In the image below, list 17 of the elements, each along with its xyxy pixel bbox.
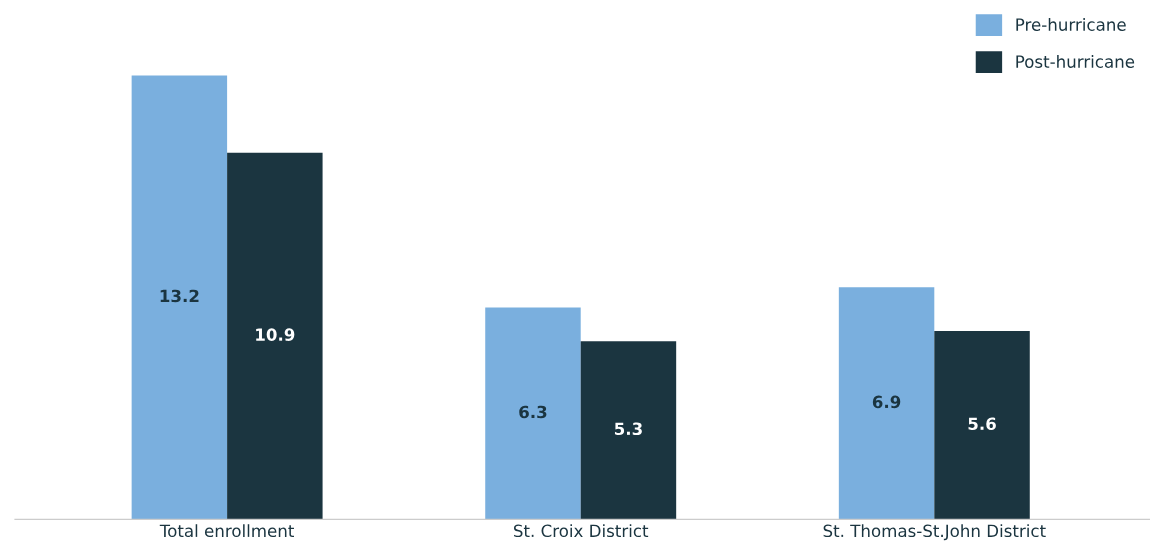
data-label: 13.2 bbox=[160, 289, 199, 303]
bar bbox=[227, 152, 323, 520]
bar bbox=[934, 331, 1030, 520]
bar bbox=[485, 307, 581, 520]
bar bbox=[580, 341, 677, 520]
data-label: 6.9 bbox=[872, 395, 901, 409]
legend-label: Pre-hurricane bbox=[1016, 18, 1126, 31]
data-label: 10.9 bbox=[256, 328, 295, 341]
data-label: 5.3 bbox=[614, 422, 642, 436]
x-tick-label: Total enrollment bbox=[159, 524, 294, 538]
x-tick-label: St. Croix District bbox=[513, 524, 649, 538]
x-tick-label: St. Thomas-St.John District bbox=[823, 524, 1046, 541]
bar bbox=[838, 287, 935, 520]
data-label: 6.3 bbox=[519, 405, 547, 419]
bar bbox=[131, 75, 228, 520]
legend-label: Post-hurricane bbox=[1016, 55, 1135, 68]
data-label: 5.6 bbox=[968, 417, 996, 431]
